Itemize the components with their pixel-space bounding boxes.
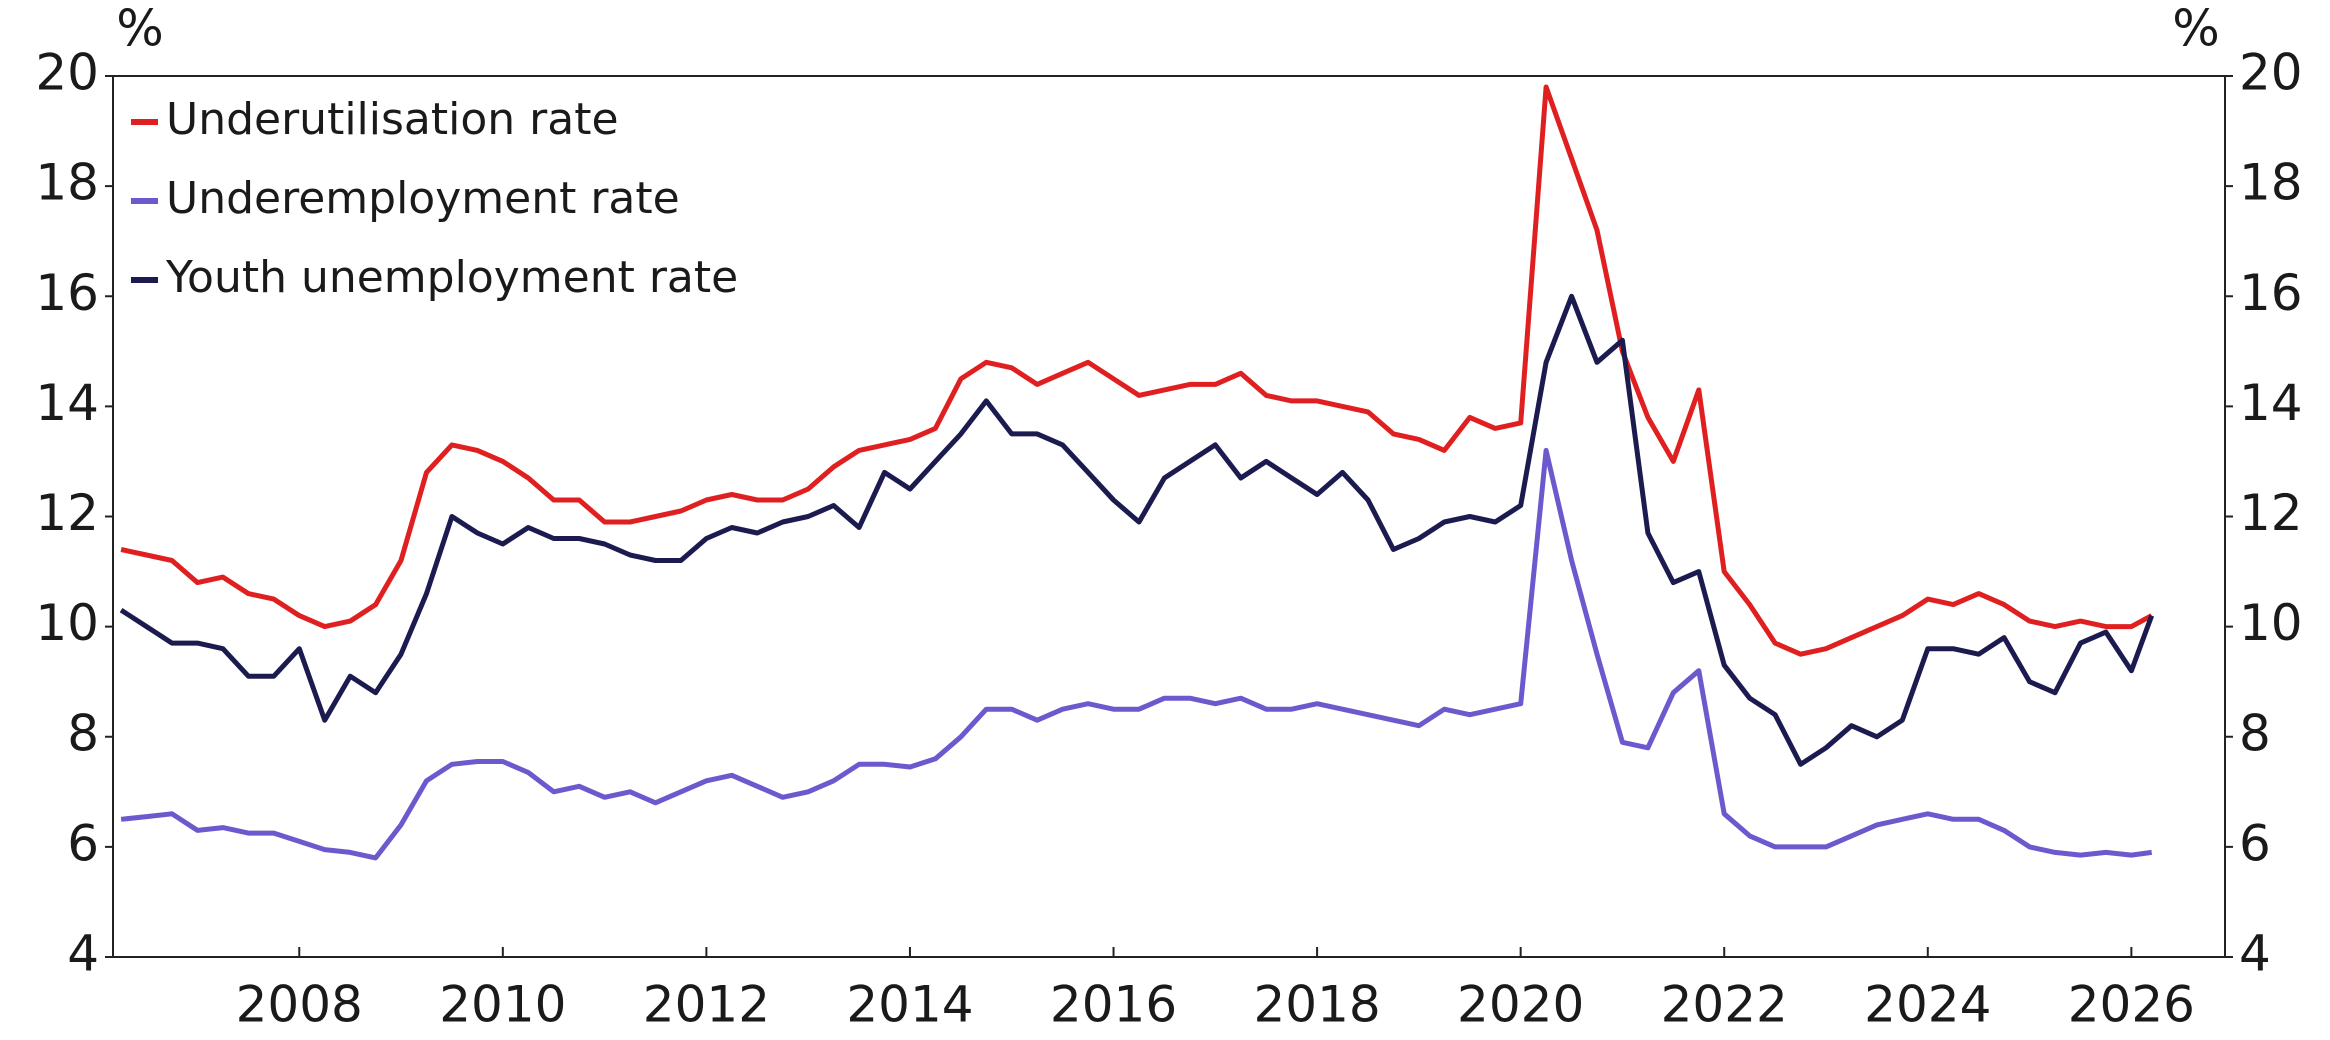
y2-tick-label: 12 [2239,484,2303,542]
x-tick-label: 2020 [1457,976,1584,1034]
y2-tick-label: 6 [2239,814,2271,872]
x-tick-label: 2010 [439,976,566,1034]
y2-tick-label: 18 [2239,154,2303,212]
legend-label: Underemployment rate [166,173,680,224]
series-line [119,293,2155,767]
y2-tick-label: 14 [2239,374,2303,432]
y-tick-label: 14 [35,374,99,432]
y-tick-label: 18 [35,154,99,212]
series-line [120,84,2153,657]
y2-tick-label: 20 [2239,44,2303,102]
y2-tick-label: 8 [2239,704,2271,762]
x-tick-label: 2016 [1050,976,1177,1034]
y-tick-label: 16 [35,264,99,322]
y-tick-label: 20 [35,44,99,102]
x-tick-label: 2014 [846,976,973,1034]
y-tick-label: 8 [67,704,99,762]
y-tick-label: 10 [35,594,99,652]
y-axis-label: % [116,0,164,58]
x-tick-label: 2008 [236,976,363,1034]
y2-tick-label: 4 [2239,925,2271,983]
x-tick-label: 2024 [1864,976,1991,1034]
y2-tick-label: 10 [2239,594,2303,652]
y2-axis-label: % [2172,0,2220,58]
x-tick-label: 2018 [1253,976,1380,1034]
legend-label: Youth unemployment rate [165,252,738,303]
x-tick-label: 2026 [2068,976,2195,1034]
x-tick-label: 2022 [1661,976,1788,1034]
y2-tick-label: 16 [2239,264,2303,322]
x-tick-label: 2012 [643,976,770,1034]
y-tick-label: 12 [35,484,99,542]
legend-label: Underutilisation rate [166,94,619,145]
y-tick-label: 6 [67,814,99,872]
series-line [120,447,2153,861]
y-tick-label: 4 [67,925,99,983]
